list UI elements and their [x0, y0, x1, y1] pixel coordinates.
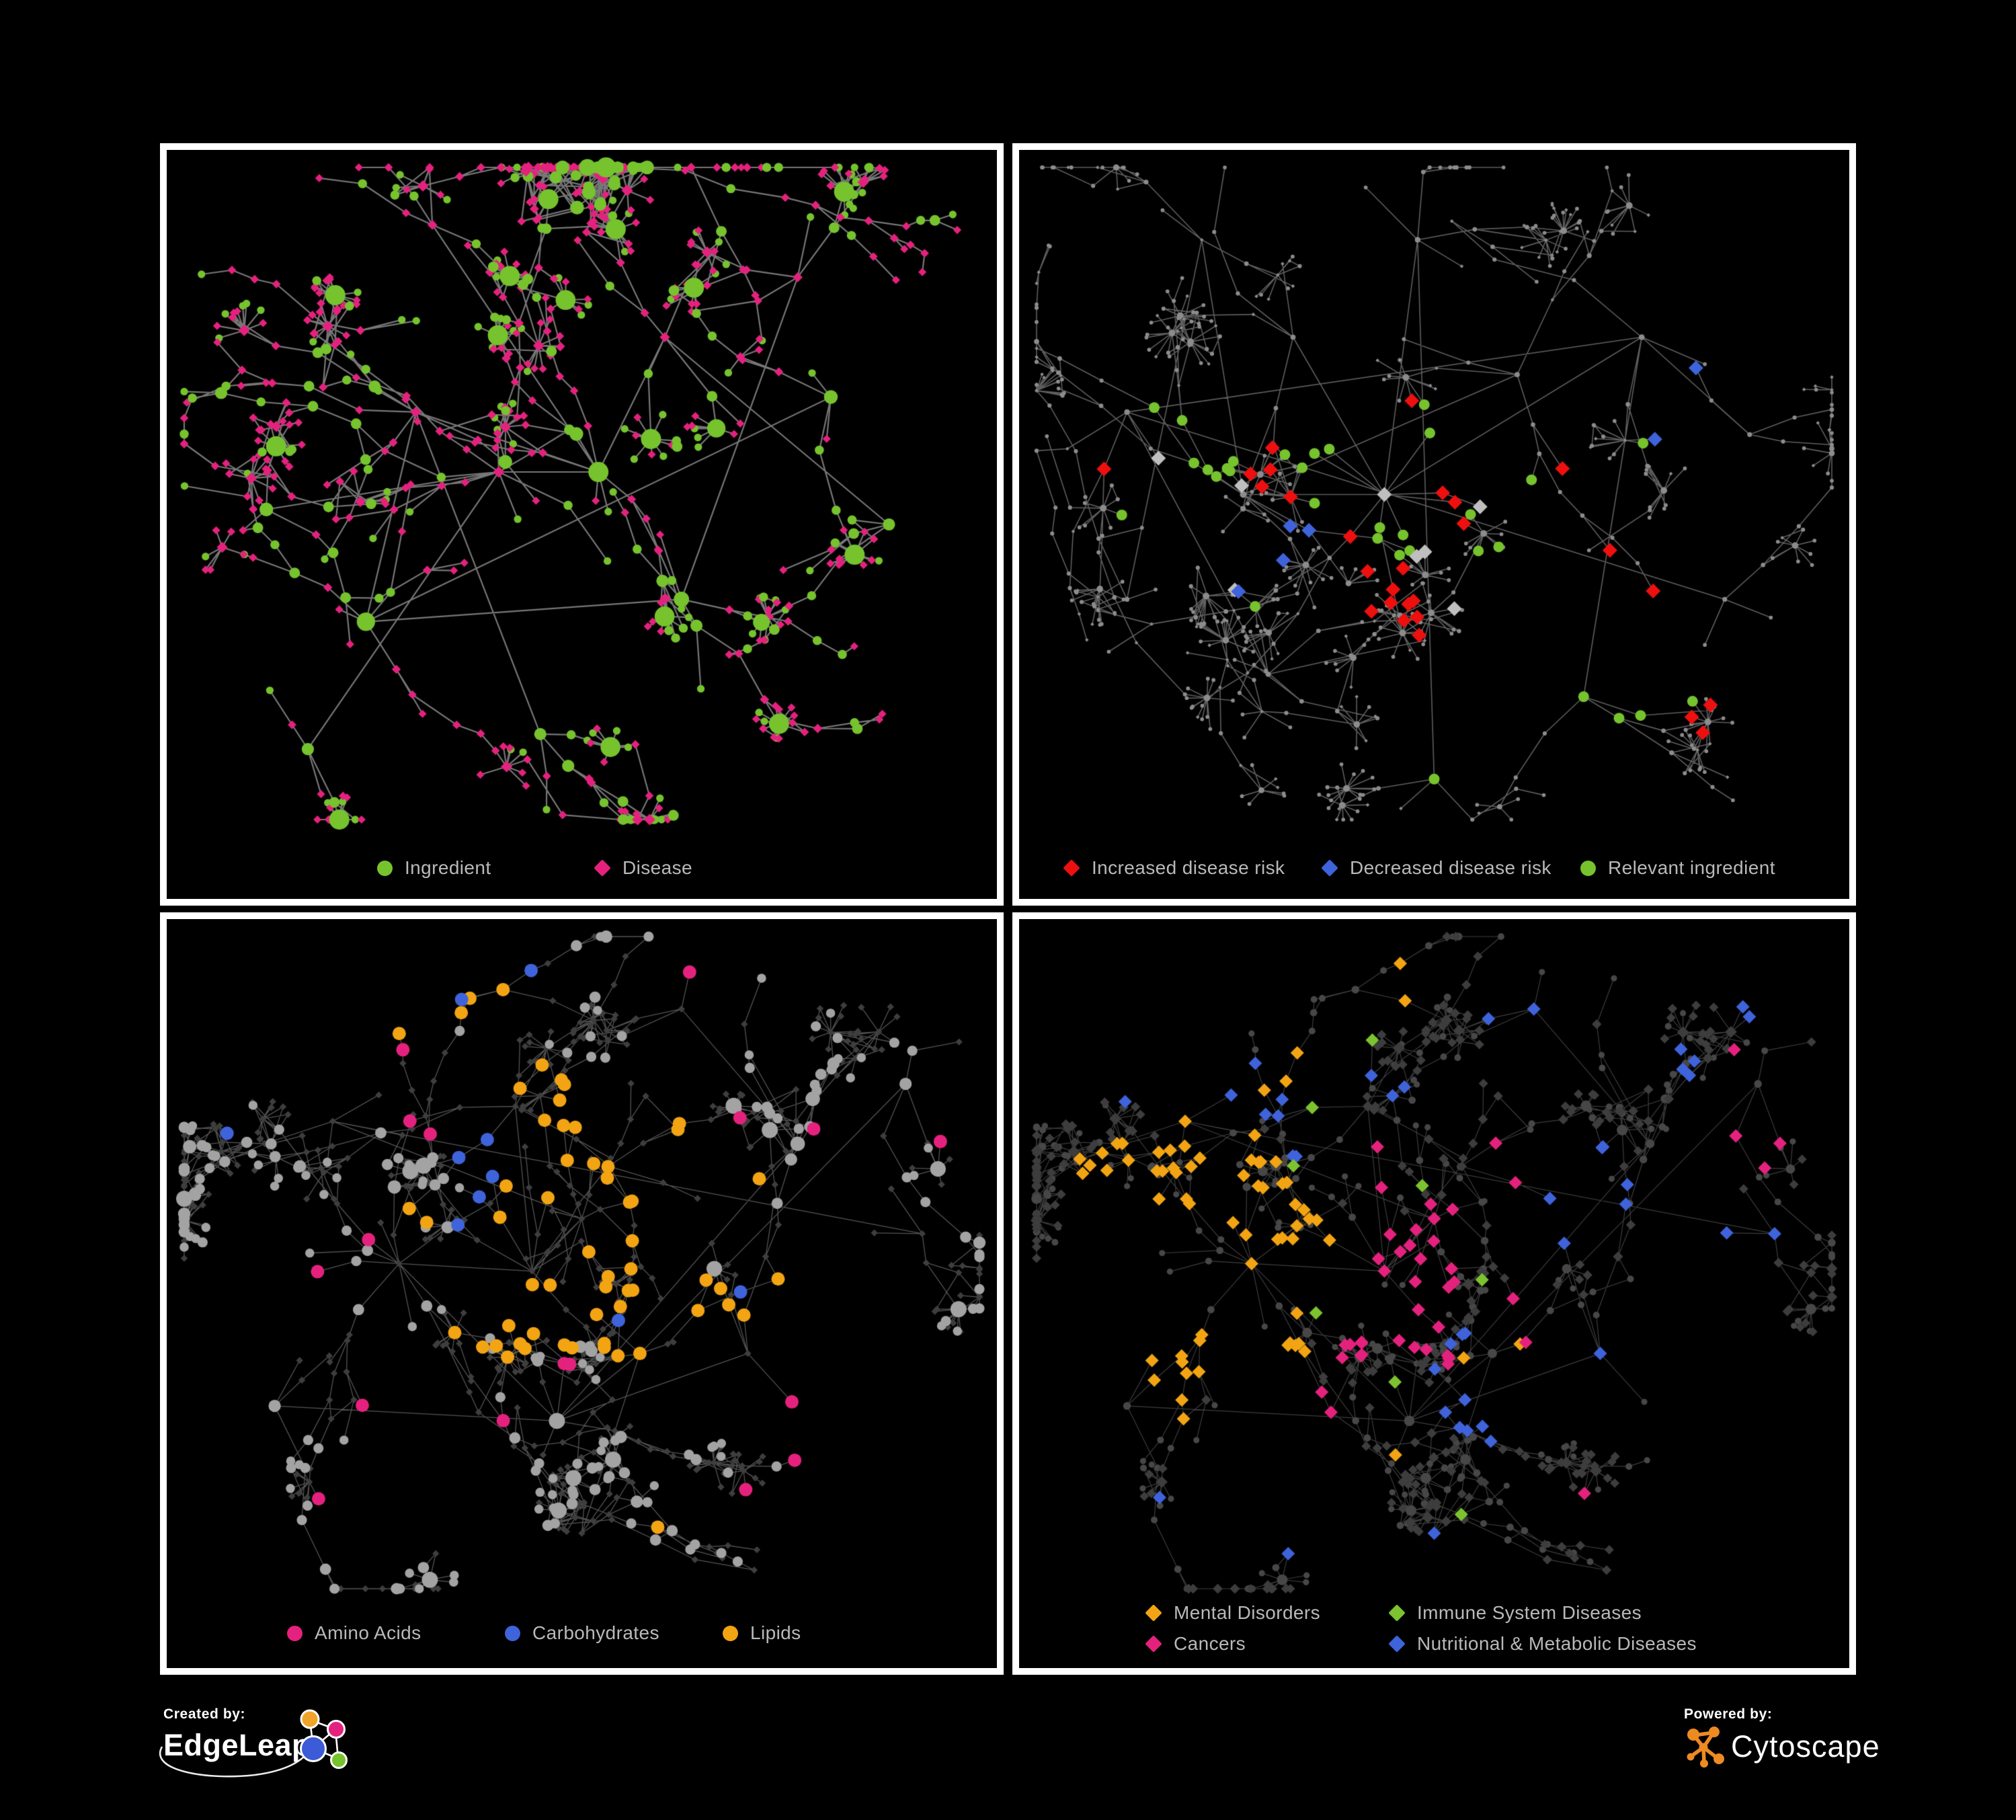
diamond-marker-icon — [1144, 1634, 1163, 1653]
legend-ingredient-disease: Ingredient Disease — [375, 857, 811, 879]
legend-nutrient-classes: Amino Acids Carbohydrates Lipids — [285, 1622, 938, 1644]
legend-label: Nutritional & Metabolic Diseases — [1417, 1633, 1697, 1654]
diamond-marker-icon — [1387, 1604, 1406, 1622]
legend-label: Decreased disease risk — [1350, 857, 1551, 878]
legend-item-disease-risk-2: Relevant ingredient — [1578, 857, 1837, 879]
diamond-marker-icon — [1387, 1634, 1406, 1653]
edgeleap-wordmark: EdgeLeap — [163, 1728, 311, 1762]
legend-label: Amino Acids — [315, 1622, 421, 1643]
legend-item-ingredient-disease-1: Disease — [593, 857, 811, 879]
legend-item-disease-classes-1: Immune System Diseases — [1387, 1602, 1697, 1624]
legend-item-nutrient-classes-2: Lipids — [721, 1622, 938, 1644]
cytoscape-wordmark: Cytoscape — [1731, 1729, 1880, 1764]
circle-marker-icon — [1578, 859, 1597, 877]
legend-label: Ingredient — [405, 857, 491, 878]
legend-disease-risk: Increased disease risk Decreased disease … — [1062, 857, 1837, 879]
legend-label: Disease — [622, 857, 692, 878]
legend-disease-classes: Mental Disorders Immune System Diseases Ca… — [1144, 1602, 1697, 1655]
circle-marker-icon — [285, 1624, 304, 1643]
circle-marker-icon — [503, 1624, 522, 1643]
legend-label: Immune System Diseases — [1417, 1602, 1642, 1623]
legend-label: Cancers — [1174, 1633, 1246, 1654]
legend-label: Lipids — [750, 1622, 801, 1643]
network-canvas-disease-risk — [1019, 150, 1849, 899]
legend-label: Relevant ingredient — [1608, 857, 1775, 878]
panel-nutrient-classes: Amino Acids Carbohydrates Lipids — [160, 912, 1004, 1675]
cytoscape-logo-icon — [1687, 1727, 1724, 1768]
legend-item-disease-classes-0: Mental Disorders — [1144, 1602, 1387, 1624]
edgeleap-network-logo-icon — [300, 1709, 348, 1769]
legend-item-disease-risk-1: Decreased disease risk — [1320, 857, 1578, 879]
powered-by-label: Powered by: — [1684, 1706, 1773, 1722]
edgeleap-swoosh-icon — [159, 1746, 314, 1778]
network-canvas-nutrient-classes — [167, 919, 997, 1668]
circle-marker-icon — [375, 859, 394, 877]
legend-label: Increased disease risk — [1092, 857, 1285, 878]
panel-ingredient-disease: Ingredient Disease — [160, 143, 1004, 906]
panel-disease-risk: Increased disease risk Decreased disease … — [1012, 143, 1856, 906]
legend-item-disease-classes-3: Nutritional & Metabolic Diseases — [1387, 1633, 1697, 1655]
circle-marker-icon — [721, 1624, 739, 1643]
legend-item-disease-risk-0: Increased disease risk — [1062, 857, 1320, 879]
legend-item-ingredient-disease-0: Ingredient — [375, 857, 593, 879]
diamond-marker-icon — [1062, 859, 1081, 877]
diamond-marker-icon — [1320, 859, 1339, 877]
diamond-marker-icon — [1144, 1604, 1163, 1622]
legend-item-disease-classes-2: Cancers — [1144, 1633, 1387, 1655]
created-by-block: Created by: EdgeLeap — [159, 1706, 365, 1801]
powered-by-block: Powered by: Cytoscape — [1684, 1706, 1926, 1801]
legend-item-nutrient-classes-1: Carbohydrates — [503, 1622, 721, 1644]
created-by-label: Created by: — [163, 1706, 246, 1722]
legend-label: Carbohydrates — [532, 1622, 659, 1643]
network-canvas-ingredient-disease — [167, 150, 997, 899]
network-canvas-disease-classes — [1019, 919, 1849, 1668]
legend-item-nutrient-classes-0: Amino Acids — [285, 1622, 503, 1644]
panel-disease-classes: Mental Disorders Immune System Diseases Ca… — [1012, 912, 1856, 1675]
legend-label: Mental Disorders — [1174, 1602, 1321, 1623]
diamond-marker-icon — [593, 859, 612, 877]
